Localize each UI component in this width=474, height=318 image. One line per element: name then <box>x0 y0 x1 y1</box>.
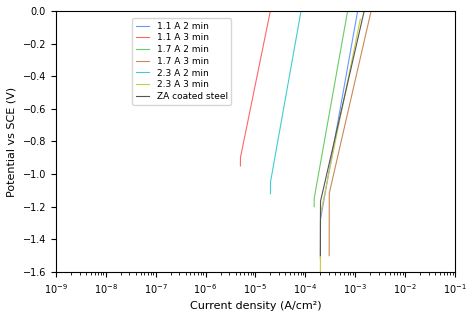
1.7 A 2 min <box>311 197 317 201</box>
1.7 A 3 min <box>354 73 359 77</box>
Line: 2.3 A 3 min: 2.3 A 3 min <box>320 19 360 275</box>
X-axis label: Current density (A/cm²): Current density (A/cm²) <box>190 301 321 311</box>
1.1 A 2 min <box>342 82 347 86</box>
2.3 A 2 min <box>290 58 295 61</box>
1.1 A 3 min <box>237 164 243 168</box>
2.3 A 2 min <box>268 192 273 196</box>
1.1 A 3 min <box>237 164 243 168</box>
1.1 A 2 min <box>318 257 323 261</box>
2.3 A 3 min <box>318 273 323 277</box>
1.7 A 2 min <box>345 9 350 13</box>
ZA coated steel <box>318 253 323 257</box>
1.1 A 3 min <box>237 156 243 160</box>
2.3 A 3 min <box>318 273 323 277</box>
1.7 A 3 min <box>336 151 341 155</box>
Y-axis label: Potential vs SCE (V): Potential vs SCE (V) <box>7 86 17 197</box>
1.7 A 3 min <box>326 193 332 197</box>
1.7 A 2 min <box>311 201 317 204</box>
ZA coated steel <box>361 9 367 13</box>
1.1 A 2 min <box>326 172 331 176</box>
1.1 A 3 min <box>244 123 250 127</box>
2.3 A 3 min <box>357 17 363 21</box>
2.3 A 3 min <box>346 73 352 76</box>
2.3 A 3 min <box>318 244 323 247</box>
1.7 A 3 min <box>368 9 374 13</box>
1.7 A 2 min <box>335 62 341 66</box>
1.1 A 3 min <box>257 60 263 64</box>
1.1 A 3 min <box>237 160 243 164</box>
ZA coated steel <box>318 227 323 231</box>
1.1 A 2 min <box>355 9 361 13</box>
1.1 A 3 min <box>259 51 264 54</box>
Line: ZA coated steel: ZA coated steel <box>320 11 364 256</box>
ZA coated steel <box>346 76 352 80</box>
1.1 A 3 min <box>267 9 273 13</box>
2.3 A 2 min <box>268 181 273 184</box>
2.3 A 2 min <box>298 9 304 13</box>
Line: 1.1 A 3 min: 1.1 A 3 min <box>240 11 270 166</box>
Legend: 1.1 A 2 min, 1.1 A 3 min, 1.7 A 2 min, 1.7 A 3 min, 2.3 A 2 min, 2.3 A 3 min, ZA: 1.1 A 2 min, 1.1 A 3 min, 1.7 A 2 min, 1… <box>132 18 231 105</box>
ZA coated steel <box>318 201 323 205</box>
Line: 1.7 A 3 min: 1.7 A 3 min <box>329 11 371 256</box>
1.1 A 2 min <box>318 238 323 242</box>
2.3 A 2 min <box>268 192 273 196</box>
ZA coated steel <box>349 63 355 67</box>
1.7 A 3 min <box>326 223 332 227</box>
2.3 A 2 min <box>268 186 273 190</box>
1.7 A 3 min <box>356 61 362 65</box>
2.3 A 3 min <box>327 170 332 174</box>
1.1 A 2 min <box>318 219 323 223</box>
1.7 A 3 min <box>326 254 332 258</box>
1.1 A 2 min <box>344 68 350 72</box>
2.3 A 2 min <box>274 142 280 146</box>
2.3 A 2 min <box>288 69 293 73</box>
1.7 A 2 min <box>333 74 339 78</box>
ZA coated steel <box>318 254 323 258</box>
Line: 2.3 A 2 min: 2.3 A 2 min <box>271 11 301 194</box>
ZA coated steel <box>327 158 333 162</box>
Line: 1.1 A 2 min: 1.1 A 2 min <box>320 11 358 259</box>
1.7 A 3 min <box>326 253 332 257</box>
1.7 A 2 min <box>319 155 324 159</box>
1.7 A 2 min <box>311 205 317 209</box>
1.1 A 2 min <box>318 257 323 260</box>
2.3 A 3 min <box>344 86 349 89</box>
Line: 1.7 A 2 min: 1.7 A 2 min <box>314 11 347 207</box>
2.3 A 3 min <box>318 214 323 218</box>
1.7 A 2 min <box>311 205 317 209</box>
